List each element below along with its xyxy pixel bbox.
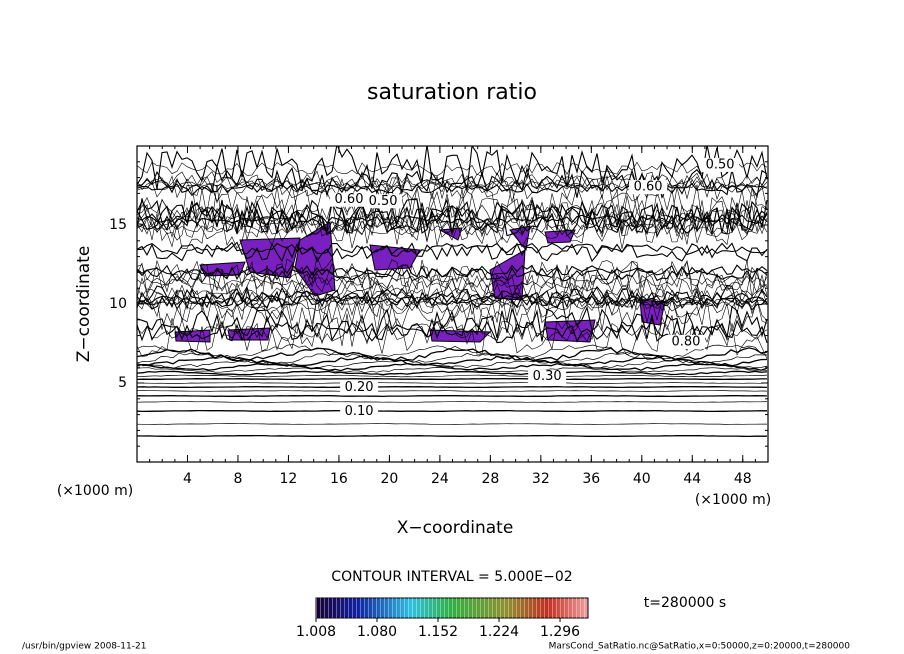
contour-label-bg	[528, 369, 567, 384]
x-tick-label: 4	[183, 471, 192, 487]
x-tick-label: 36	[582, 471, 600, 487]
contour-line	[137, 313, 768, 359]
contour-line	[137, 266, 768, 282]
y-tick-label: 5	[118, 375, 127, 391]
contour-line	[137, 305, 768, 342]
contour-line	[137, 362, 768, 372]
contour-line	[137, 174, 768, 203]
contour-line	[137, 197, 768, 239]
colorbar-tick-label: 1.008	[296, 624, 336, 640]
colorbar-tick-label: 1.224	[479, 624, 519, 640]
contour-label-bg	[629, 180, 668, 195]
contour-line	[137, 210, 768, 249]
contour-label: 0.20	[345, 380, 374, 395]
contour-line	[137, 255, 768, 299]
y-axis-label: Z−coordinate	[74, 246, 94, 363]
colorbar-stripes	[316, 598, 588, 618]
contour-label: 0.80	[671, 334, 700, 349]
contour-line	[137, 390, 768, 392]
x-tick-label: 12	[280, 471, 298, 487]
contour-label-bg	[330, 192, 369, 207]
contour-interval: CONTOUR INTERVAL = 5.000E−02	[331, 569, 572, 585]
contour-line	[137, 367, 768, 373]
contour-label-bg	[666, 334, 705, 349]
contour-line	[137, 343, 768, 360]
contour-line	[137, 359, 768, 369]
contour-line	[137, 409, 767, 413]
contour-line	[137, 280, 768, 305]
contour-line	[137, 401, 768, 403]
contour-line	[137, 351, 768, 365]
time-label: t=280000 s	[644, 595, 726, 611]
colorbar-tick-label: 1.152	[418, 624, 458, 640]
x-tick-label: 44	[683, 471, 701, 487]
colorbar-tick-label: 1.080	[357, 624, 397, 640]
y-unit: (×1000 m)	[57, 483, 133, 499]
footer-right: MarsCond_SatRatio.nc@SatRatio,x=0:50000,…	[549, 642, 851, 652]
colorbar-tick-label: 1.296	[540, 624, 580, 640]
shaded-region	[174, 299, 666, 343]
contour-label: 0.50	[369, 194, 398, 209]
x-tick-label: 32	[532, 471, 550, 487]
x-tick-label: 20	[380, 471, 398, 487]
contour-line	[137, 385, 768, 389]
contour-line	[137, 394, 768, 398]
contour-line	[137, 382, 768, 384]
contour-line	[137, 270, 768, 302]
chart-title: saturation ratio	[367, 80, 537, 105]
contour-line	[137, 284, 768, 311]
contour-line	[137, 146, 768, 191]
x-tick-label: 16	[330, 471, 348, 487]
contour-label-bg	[701, 157, 740, 172]
contour-line	[137, 299, 768, 314]
y-tick-label: 15	[109, 217, 127, 233]
contour-line	[137, 423, 767, 425]
x-tick-label: 24	[431, 471, 449, 487]
contour-line	[137, 208, 768, 242]
x-unit: (×1000 m)	[695, 492, 771, 508]
contour-label-bg	[340, 404, 379, 419]
contour-label-bg	[364, 194, 403, 209]
contour-label: 0.10	[345, 404, 374, 419]
contour-label: 0.30	[533, 369, 562, 384]
contour-field: 0.10 0.20 0.30 0.50 0.60 0.60 0.50 0.80	[137, 146, 768, 438]
contour-label: 0.60	[335, 192, 364, 207]
contour-label: 0.60	[634, 180, 663, 195]
contour-label: 0.50	[706, 157, 735, 172]
y-tick-label: 10	[109, 296, 127, 312]
x-tick-label: 48	[734, 471, 752, 487]
contour-line	[137, 434, 767, 438]
x-tick-label: 8	[233, 471, 242, 487]
contour-line	[137, 374, 768, 378]
x-tick-label: 40	[633, 471, 651, 487]
contour-line	[137, 370, 768, 376]
contour-line	[137, 377, 767, 381]
contour-line	[137, 241, 768, 263]
contour-line	[137, 320, 768, 343]
contour-line	[137, 354, 768, 367]
shaded-region	[199, 225, 531, 301]
contour-line	[137, 198, 768, 236]
contour-line	[137, 161, 768, 177]
x-tick-label: 28	[481, 471, 499, 487]
contour-line	[137, 209, 768, 242]
footer-left: /usr/bin/gpview 2008-11-21	[22, 642, 146, 652]
x-axis-label: X−coordinate	[397, 518, 514, 538]
contour-label-bg	[340, 380, 379, 395]
